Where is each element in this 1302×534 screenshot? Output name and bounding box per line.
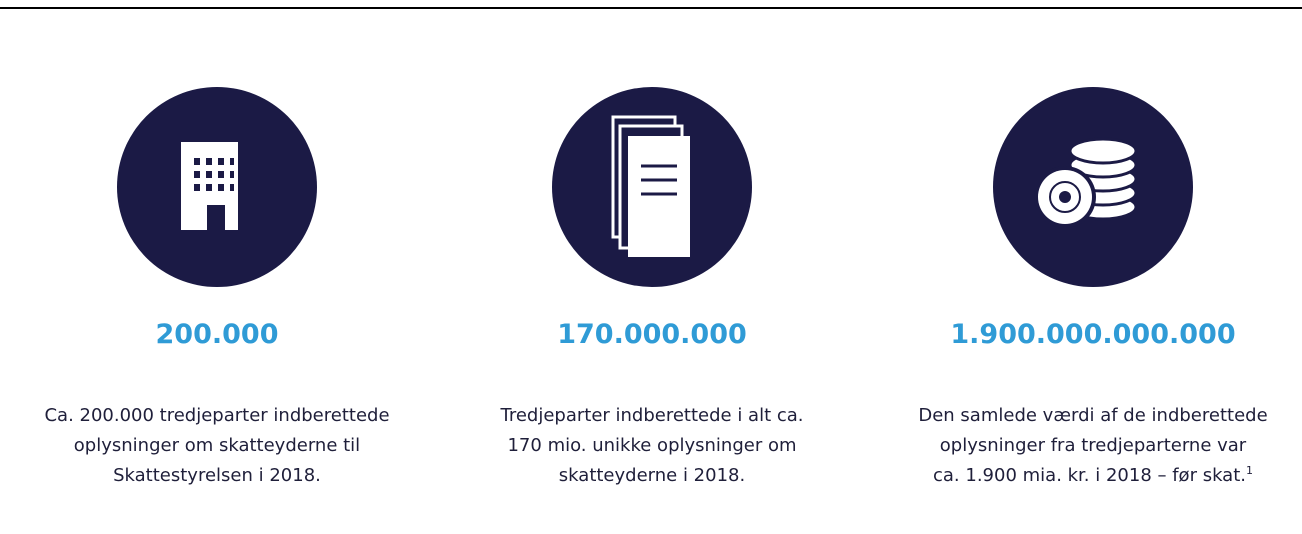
stat-description: Ca. 200.000 tredjeparter indberettede [44,405,389,426]
description-line: Ca. 200.000 tredjeparter indberettede [44,405,389,426]
stat-value: 200.000 [156,319,279,350]
description-line: Tredjeparter indberettede i alt ca. [499,405,803,426]
description-line: skatteyderne i 2018. [559,465,745,486]
stat-description: ca. 1.900 mia. kr. i 2018 – før skat.1 [933,464,1253,486]
stat-description: Den samlede værdi af de indberettede [918,405,1267,426]
footnote-mark: 1 [1246,464,1253,477]
building-icon [117,87,317,287]
description-line: oplysninger fra tredjeparterne var [940,435,1247,456]
description-line: Skattestyrelsen i 2018. [113,465,321,486]
description-line: ca. 1.900 mia. kr. i 2018 – før skat. [933,465,1246,486]
documents-icon [552,87,752,287]
description-line: Den samlede værdi af de indberettede [918,405,1267,426]
coins-icon [993,87,1193,287]
stat-description: skatteyderne i 2018. [559,465,745,486]
description-line: oplysninger om skatteyderne til [74,435,360,456]
stat-description: oplysninger om skatteyderne til [74,435,360,456]
stat-description: oplysninger fra tredjeparterne var [940,435,1247,456]
stat-value: 1.900.000.000.000 [950,319,1235,350]
stat-description: Skattestyrelsen i 2018. [113,465,321,486]
description-line: 170 mio. unikke oplysninger om [507,435,796,456]
stat-value: 170.000.000 [557,319,747,350]
stat-description: Tredjeparter indberettede i alt ca. [499,405,803,426]
stat-description: 170 mio. unikke oplysninger om [507,435,796,456]
